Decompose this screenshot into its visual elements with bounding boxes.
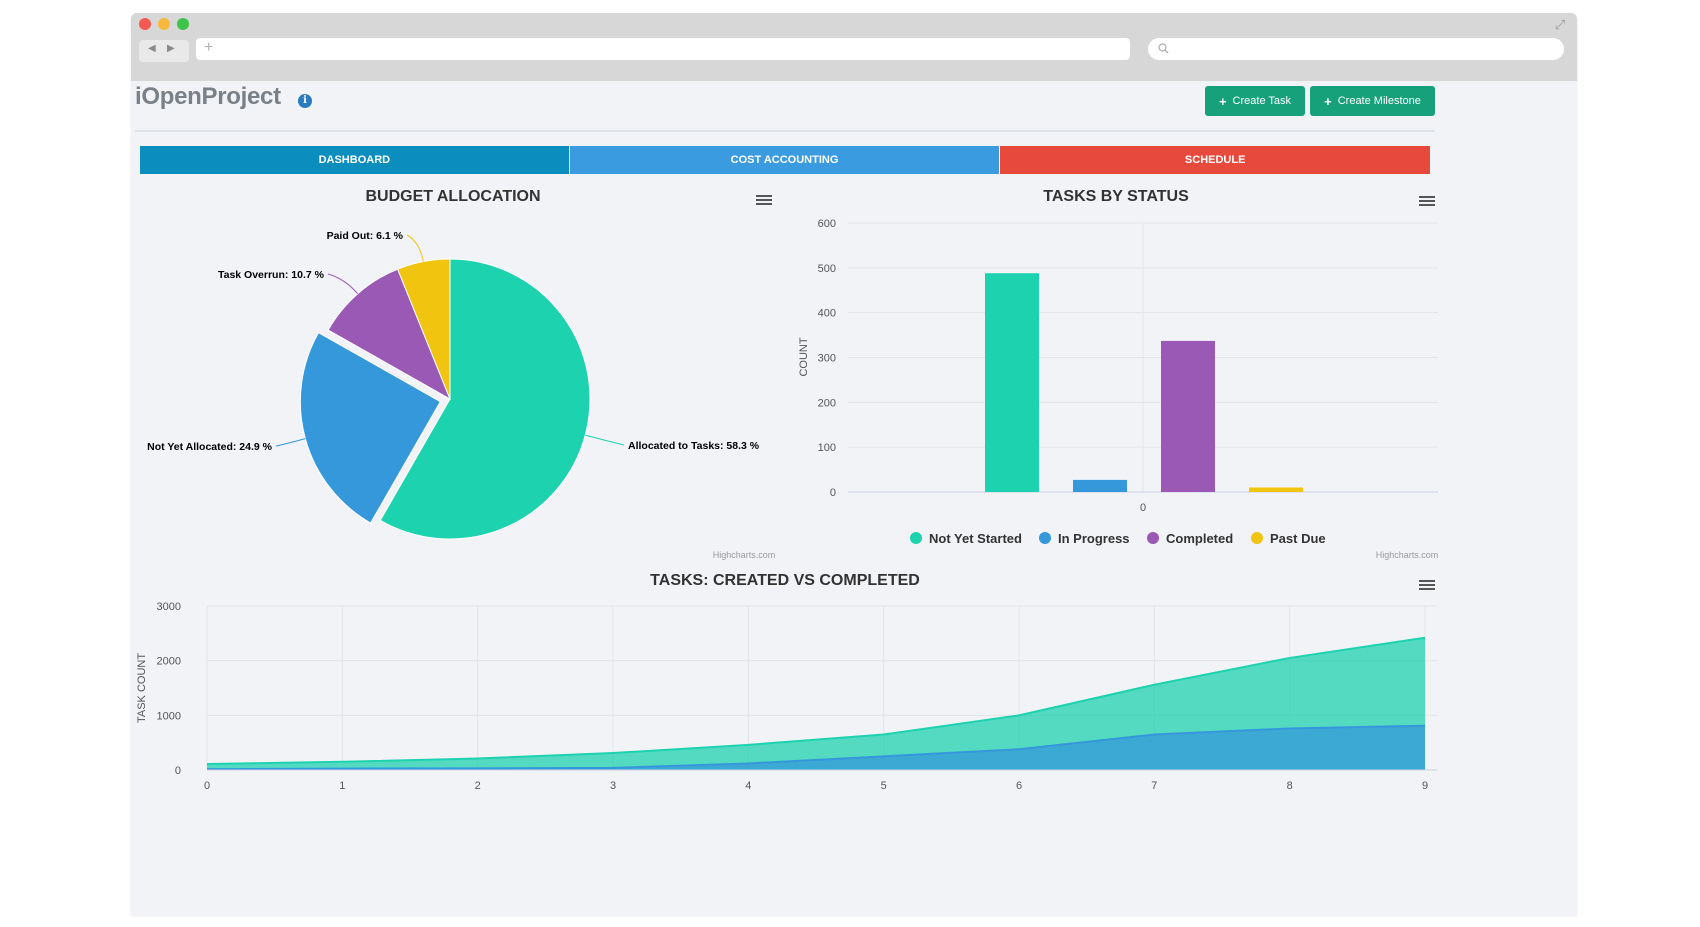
forward-arrow-icon[interactable]: ▶ — [167, 43, 175, 54]
area-x-tick-label: 1 — [339, 780, 345, 792]
pie-credits[interactable]: Highcharts.com — [713, 550, 776, 560]
create-task-label: Create Task — [1232, 95, 1292, 107]
area-x-tick-label: 2 — [475, 780, 481, 792]
pie-chart-title: BUDGET ALLOCATION — [365, 188, 540, 205]
bar-legend: Not Yet Started In Progress Completed Past … — [910, 531, 1326, 546]
bar-y-tick-label: 500 — [818, 263, 836, 275]
pie-slices: Allocated to Tasks: 58.3 % Not Yet Alloca… — [147, 230, 760, 540]
area-menu-icon[interactable] — [1415, 573, 1439, 595]
legend-item-label[interactable]: In Progress — [1058, 531, 1130, 546]
bar-y-tick-label: 400 — [818, 308, 836, 320]
bar-x-tick-label: 0 — [1140, 502, 1146, 514]
page-header: iOpenProject i — [135, 76, 1435, 126]
bar-plot: 0 100 200 300 400 500 600 0 — [818, 218, 1438, 514]
legend-item-label[interactable]: Past Due — [1270, 531, 1326, 546]
bar[interactable] — [1073, 479, 1127, 492]
tasks-by-status-chart: TASKS BY STATUS COUNT 0 100 200 300 400 500 60… — [798, 188, 1439, 560]
area-series-line — [206, 724, 1426, 771]
area-x-tick-label: 7 — [1151, 780, 1157, 792]
bar[interactable] — [1249, 487, 1303, 492]
pie-connector — [406, 234, 424, 262]
area-y-axis-label: TASK COUNT — [136, 653, 148, 723]
area-x-tick-label: 3 — [610, 780, 616, 792]
legend-marker[interactable] — [1147, 532, 1159, 544]
area-series-fill[interactable] — [207, 725, 1425, 770]
area-y-tick-label: 1000 — [157, 710, 181, 722]
bar[interactable] — [985, 273, 1039, 492]
tab-cost-accounting[interactable]: COST ACCOUNTING — [569, 146, 1000, 174]
bar-y-tick-label: 600 — [818, 218, 836, 230]
back-arrow-icon[interactable]: ◀ — [148, 43, 156, 54]
pie-slice[interactable] — [396, 258, 451, 400]
area-x-tick-label: 4 — [745, 780, 751, 792]
tab-schedule[interactable]: SCHEDULE — [1000, 146, 1431, 174]
plus-icon: + — [1324, 93, 1332, 109]
area-x-tick-label: 9 — [1422, 780, 1428, 792]
legend-marker[interactable] — [1251, 532, 1263, 544]
bar-y-tick-label: 300 — [818, 353, 836, 365]
area-series-line — [206, 636, 1426, 765]
browser-search-input[interactable] — [1148, 38, 1564, 60]
create-milestone-button[interactable]: + Create Milestone — [1310, 86, 1435, 116]
main-tabs: DASHBOARD COST ACCOUNTING SCHEDULE — [140, 146, 1431, 174]
maximize-window-icon[interactable] — [177, 18, 189, 30]
close-window-icon[interactable] — [139, 18, 151, 30]
area-x-tick-label: 0 — [204, 780, 210, 792]
bar-menu-icon[interactable] — [1415, 189, 1439, 211]
area-x-tick-label: 6 — [1016, 780, 1022, 792]
pie-slice[interactable] — [379, 258, 591, 540]
created-vs-completed-chart: TASKS: CREATED VS COMPLETED TASK COUNT 0… — [136, 572, 1439, 792]
minimize-window-icon[interactable] — [158, 18, 170, 30]
budget-allocation-chart: BUDGET ALLOCATION Allocated to Tasks: 58… — [147, 188, 776, 560]
area-x-tick-label: 8 — [1287, 780, 1293, 792]
legend-item-label[interactable]: Completed — [1166, 531, 1233, 546]
legend-item-label[interactable]: Not Yet Started — [929, 531, 1022, 546]
pie-data-label: Allocated to Tasks: 58.3 % — [628, 440, 760, 452]
header-divider — [135, 130, 1435, 132]
pie-data-label: Task Overrun: 10.7 % — [218, 269, 325, 281]
fullscreen-icon[interactable]: ⤢ — [1554, 17, 1566, 32]
create-task-button[interactable]: + Create Task — [1205, 86, 1305, 116]
plus-icon: + — [1218, 93, 1227, 109]
pie-data-label: Paid Out: 6.1 % — [327, 230, 404, 242]
area-chart-title: TASKS: CREATED VS COMPLETED — [650, 572, 920, 589]
pie-connector — [275, 438, 306, 447]
browser-chrome: ◀ ▶ + ⤢ — [131, 13, 1577, 81]
pie-data-label: Not Yet Allocated: 24.9 % — [147, 441, 273, 453]
area-y-tick-label: 2000 — [157, 656, 181, 668]
bar-y-axis-label: COUNT — [798, 337, 810, 376]
area-y-tick-label: 3000 — [157, 601, 181, 613]
history-navigation: ◀ ▶ — [139, 40, 189, 62]
bar-y-tick-label: 0 — [830, 487, 836, 499]
tab-dashboard[interactable]: DASHBOARD — [140, 146, 569, 174]
app-title: iOpenProject — [135, 83, 281, 110]
pie-menu-icon[interactable] — [752, 189, 776, 211]
legend-marker[interactable] — [910, 532, 922, 544]
search-icon — [1158, 43, 1169, 54]
create-milestone-label: Create Milestone — [1337, 95, 1421, 107]
area-plot: 0 1000 2000 3000 0 1 2 3 4 5 6 7 8 9 — [157, 601, 1437, 792]
pie-connector — [327, 273, 359, 295]
info-icon[interactable]: i — [298, 94, 312, 108]
area-y-tick-label: 0 — [175, 765, 181, 777]
pie-slice[interactable] — [299, 331, 442, 524]
area-x-tick-label: 5 — [881, 780, 887, 792]
bar-credits[interactable]: Highcharts.com — [1376, 550, 1439, 560]
new-tab-icon[interactable]: + — [204, 39, 214, 56]
pie-slice[interactable] — [327, 268, 451, 401]
bar-chart-title: TASKS BY STATUS — [1043, 188, 1189, 205]
pie-connector — [585, 434, 625, 446]
bar-y-tick-label: 200 — [818, 397, 836, 409]
bar[interactable] — [1161, 340, 1215, 492]
bar-y-tick-label: 100 — [818, 442, 836, 454]
address-bar[interactable]: + — [196, 38, 1130, 60]
legend-marker[interactable] — [1039, 532, 1051, 544]
area-series-fill[interactable] — [207, 637, 1425, 770]
